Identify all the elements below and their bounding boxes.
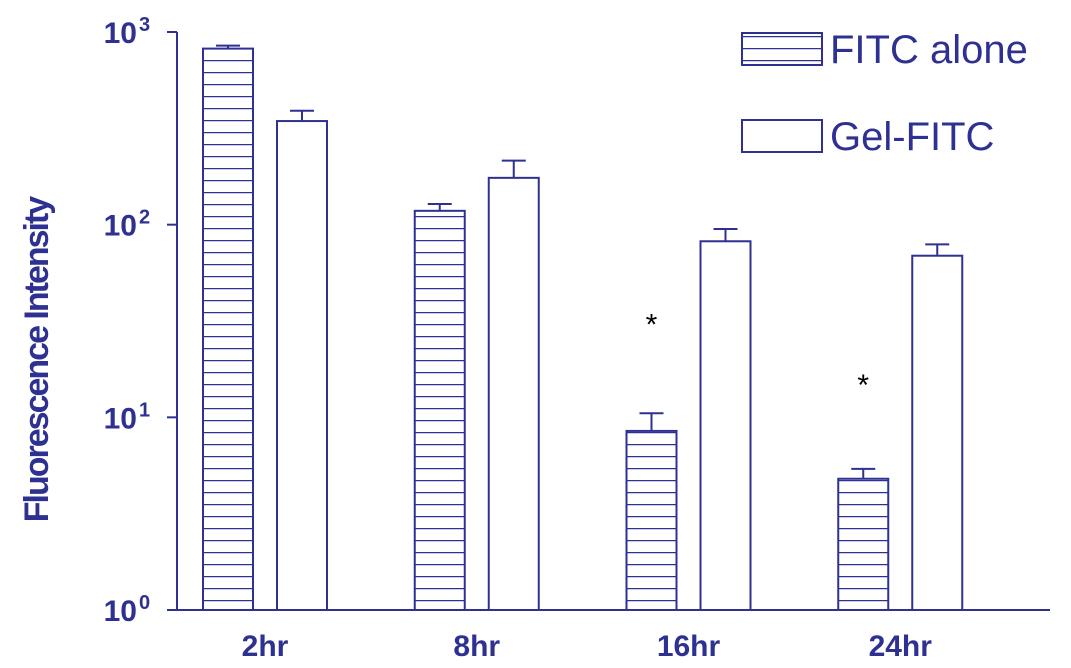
y-tick-exponent: 1 [139, 399, 150, 421]
legend-swatch-gel-fitc [741, 119, 823, 153]
bars [202, 44, 964, 612]
y-tick-label: 10 [104, 402, 137, 435]
significance-marker: * [857, 369, 869, 402]
legend: FITC alone Gel-FITC [741, 28, 1028, 159]
x-tick-label: 24hr [869, 630, 933, 663]
y-axis-label: Fluorescence Intensity [18, 196, 56, 523]
bar-gel-fitc-24hr [911, 254, 964, 611]
x-tick-label: 16hr [657, 630, 721, 663]
x-tick-labels: 2hr 8hr 16hr 24hr [242, 630, 933, 663]
y-tick-exponent: 0 [139, 592, 150, 614]
bar-gel-fitc-8hr [487, 176, 540, 611]
y-tick-exponent: 2 [139, 207, 150, 229]
bar-fitc-alone-24hr [837, 477, 890, 611]
legend-label-gel-fitc: Gel-FITC [830, 115, 994, 159]
y-tick-label: 10 [104, 17, 137, 50]
y-tick-label: 10 [104, 210, 137, 243]
annotations: ** [646, 309, 870, 402]
bar-gel-fitc-16hr [699, 240, 752, 612]
bar-fitc-alone-2hr [202, 47, 254, 611]
bar-fitc-alone-8hr [413, 209, 466, 611]
significance-marker: * [646, 309, 658, 342]
y-tick-exponent: 3 [139, 14, 150, 36]
legend-swatch-fitc-alone [741, 32, 823, 66]
legend-label-fitc-alone: FITC alone [830, 28, 1028, 72]
y-tick-label: 10 [104, 595, 137, 628]
x-tick-label: 2hr [242, 630, 289, 663]
x-tick-label: 8hr [453, 630, 500, 663]
bar-fitc-alone-16hr [625, 429, 678, 611]
bar-gel-fitc-2hr [276, 120, 328, 612]
